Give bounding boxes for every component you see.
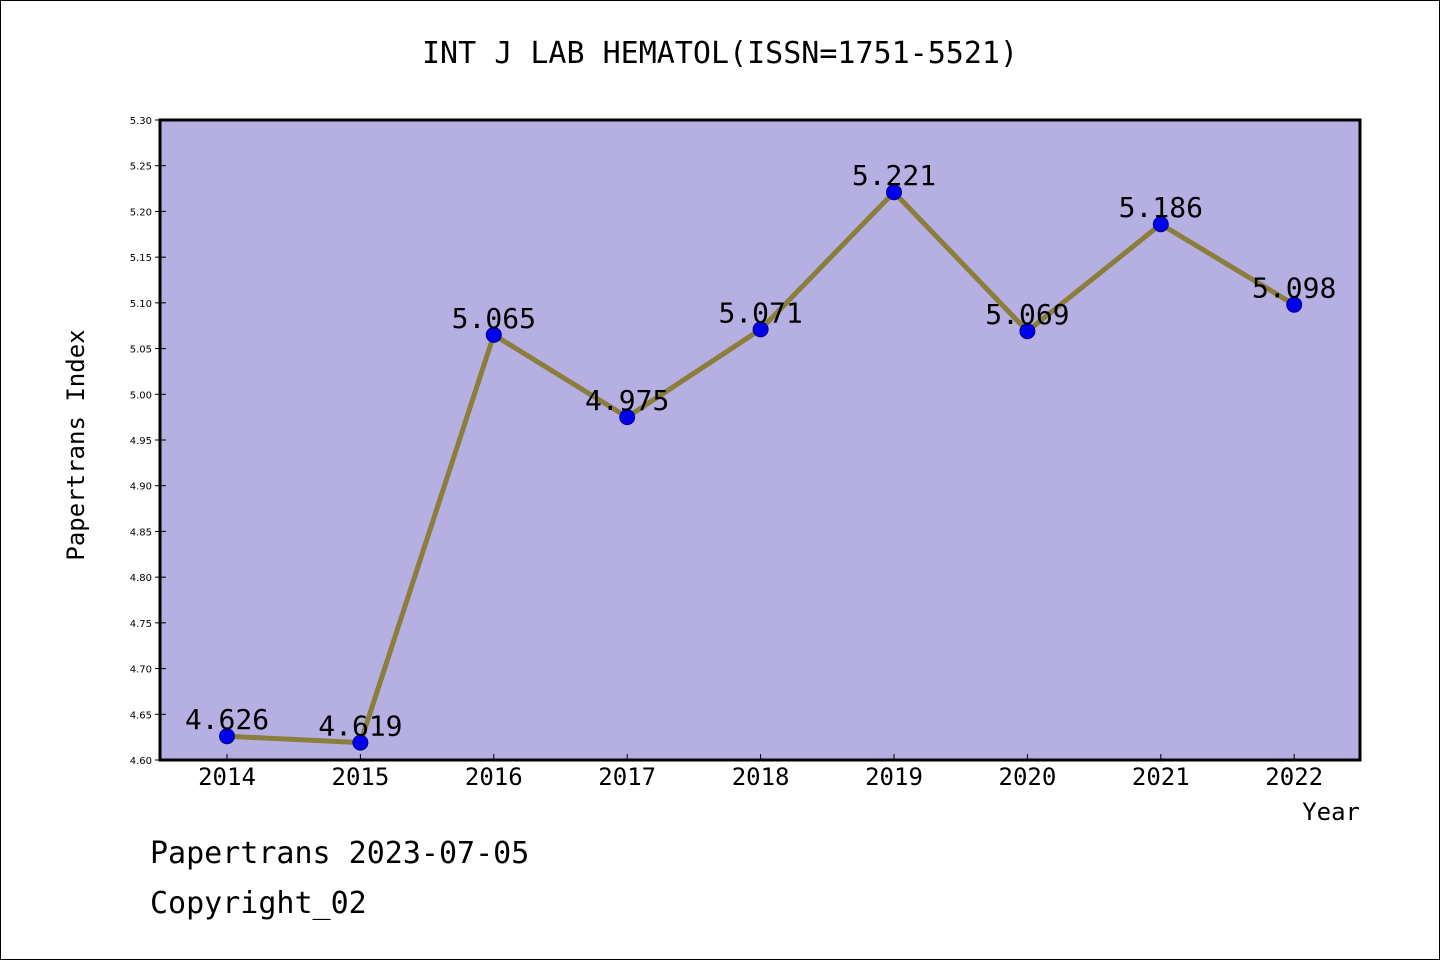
data-labels: 4.626 4.619 5.065 4.975 5.071 5.221 5.069 5.186… [185,159,1336,742]
y-tick-label: 4.95 [130,436,152,447]
x-tick-label: 2018 [732,763,790,791]
y-tick-label: 5.00 [130,390,152,401]
y-axis-label: Papertrans Index [62,329,90,560]
y-tick-label: 5.20 [130,207,152,218]
y-tick-label: 4.80 [130,573,152,584]
chart-title: INT J LAB HEMATOL(ISSN=1751-5521) [421,36,1019,71]
y-tick-label: 5.30 [130,116,152,127]
data-point [219,728,235,745]
x-tick-label: 2015 [332,763,390,791]
data-point [1286,296,1303,313]
x-tick-label: 2022 [1265,763,1323,791]
y-tick-label: 5.15 [130,253,152,264]
footer-copyright: Copyright_02 [150,886,367,921]
y-tick-label: 5.10 [130,299,152,310]
x-tick-label: 2019 [865,763,923,791]
y-tick-label: 5.05 [130,345,152,356]
data-point [485,326,502,343]
x-axis-label: Year [1302,798,1360,826]
y-tick-label: 4.90 [130,482,152,493]
x-tick-label: 2017 [598,763,656,791]
data-point [1152,216,1169,233]
data-point [1019,323,1036,340]
x-tick-label: 2021 [1132,763,1190,791]
y-tick-label: 4.75 [130,619,152,630]
data-point [752,321,769,338]
x-tick-label: 2020 [999,763,1057,791]
data-label: 5.221 [852,159,936,192]
data-label: 5.069 [985,298,1069,331]
y-tick-label: 4.65 [130,710,152,721]
x-axis: 2014 2015 2016 2017 2018 2019 2020 2021 2022 [198,754,1323,791]
footer-date: Papertrans 2023-07-05 [150,836,530,871]
y-tick-label: 5.25 [130,162,152,173]
y-tick-label: 4.85 [130,527,152,538]
data-point [352,734,369,751]
data-label: 5.065 [452,302,536,335]
data-points [219,184,1303,751]
y-tick-label: 4.60 [130,756,152,767]
x-tick-label: 2014 [198,763,256,791]
data-point [886,184,902,201]
data-label: 4.619 [318,710,402,743]
x-tick-label: 2016 [465,763,523,791]
data-label: 4.626 [185,703,269,736]
y-tick-label: 4.70 [130,665,152,676]
data-label: 5.071 [718,296,802,329]
y-axis: 4.60 4.65 4.70 4.75 4.80 4.85 4.90 4.95 5.00 5.05… [130,116,166,767]
data-label: 5.098 [1252,272,1336,305]
data-label: 4.975 [585,384,669,417]
data-point [619,409,636,426]
data-label: 5.186 [1119,191,1203,224]
